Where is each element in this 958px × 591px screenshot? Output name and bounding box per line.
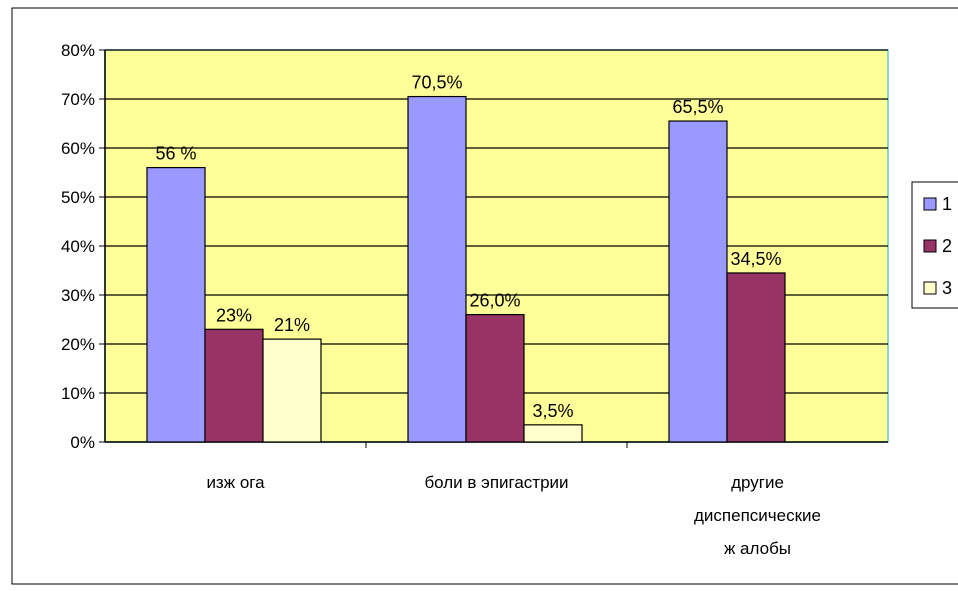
y-tick-label: 20% (61, 335, 95, 354)
data-label: 23% (216, 305, 252, 325)
data-label: 65,5% (672, 97, 723, 117)
data-label: 70,5% (411, 73, 462, 93)
legend-label: 3 (942, 278, 952, 298)
legend-label: 1 (942, 194, 952, 214)
bar-series-3 (262, 338, 322, 443)
legend-swatch-1 (923, 197, 937, 211)
data-label: 26,0% (469, 291, 520, 311)
y-tick-label: 70% (61, 90, 95, 109)
y-tick-label: 80% (61, 41, 95, 60)
legend-label: 2 (942, 236, 952, 256)
y-tick-label: 0% (70, 433, 95, 452)
data-label: 3,5% (532, 401, 573, 421)
x-category-label: изж ога (206, 473, 265, 492)
data-label: 56 % (155, 144, 196, 164)
bar-series-2 (204, 328, 264, 443)
data-label: 34,5% (730, 249, 781, 269)
bar-series-1 (407, 95, 467, 443)
legend-swatch-3 (923, 281, 937, 295)
bar-series-2 (726, 272, 786, 443)
y-tick-label: 60% (61, 139, 95, 158)
x-category-label: боли в эпигастрии (424, 473, 568, 492)
bar-series-3 (523, 424, 583, 443)
y-tick-label: 10% (61, 384, 95, 403)
bar-series-1 (668, 120, 728, 443)
bar-series-1 (146, 167, 206, 443)
x-category-label: ж алобы (724, 539, 791, 558)
data-label: 21% (274, 315, 310, 335)
legend-swatch-2 (923, 239, 937, 253)
x-category-label: другие (731, 473, 784, 492)
x-category-label: диспепсические (694, 506, 821, 525)
y-tick-label: 50% (61, 188, 95, 207)
bar-series-2 (465, 314, 525, 443)
y-tick-label: 40% (61, 237, 95, 256)
y-tick-label: 30% (61, 286, 95, 305)
